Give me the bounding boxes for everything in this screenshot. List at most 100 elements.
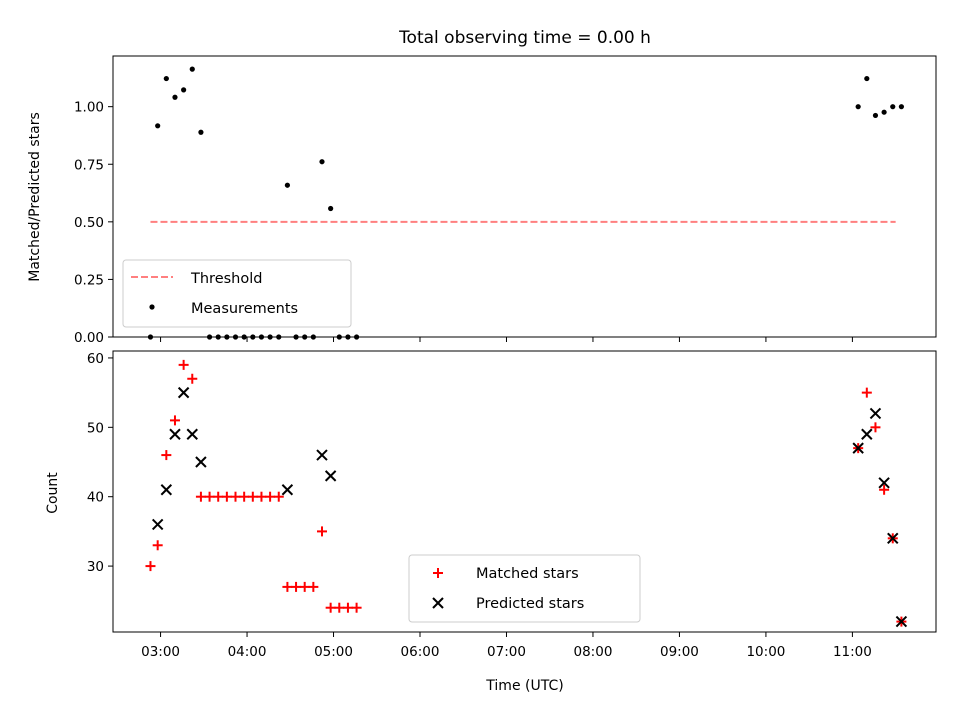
predicted-star-point-b: [861, 428, 873, 440]
measurement-point: [328, 205, 334, 212]
matched-star-point: [221, 491, 232, 502]
matched-star-point: [316, 526, 327, 537]
measurement-point: [181, 87, 187, 93]
x-ticks: 03:00 04:00 05:00 06:00 07:00 08:00 09:00 10:00…: [141, 632, 872, 660]
ratio-x-tick-marks: [160, 337, 853, 342]
matched-star-point: [342, 602, 353, 613]
matched-star-point: [861, 387, 872, 398]
matched-star-point: [325, 602, 336, 613]
matched-star-point: [230, 491, 241, 502]
predicted-legend-marker: [432, 597, 444, 609]
x-tick-label: 10:00: [746, 644, 785, 660]
predicted-legend-swatch: [432, 597, 444, 609]
matched-star-point: [273, 491, 284, 502]
measurement-point: [163, 75, 169, 82]
ratio-axes-frame: [112, 55, 937, 338]
predicted-star-point-b: [852, 442, 864, 454]
matched-star-point: [195, 491, 206, 502]
count-y-tick-label: 30: [87, 559, 104, 575]
count-y-ticks: 30 40 50 60: [87, 351, 113, 575]
predicted-star-point-b: [878, 477, 890, 489]
matched-legend-marker: [433, 568, 443, 578]
count-panel: Count Time (UTC) 30 40 50 60 03:00 04:00 05:0…: [45, 350, 937, 694]
predicted-star-point: [151, 518, 164, 531]
count-plot-area: [145, 359, 908, 628]
predicted-star-point-b: [195, 456, 207, 468]
count-legend: Matched stars Predicted stars: [408, 554, 641, 623]
matched-star-point: [870, 422, 881, 433]
predicted-star-point: [186, 428, 198, 440]
x-tick-label: 03:00: [141, 644, 180, 660]
matched-star-point: [178, 359, 189, 370]
chart-title: Total observing time = 0.00 h: [398, 28, 651, 48]
predicted-star-point: [177, 386, 190, 399]
x-tick-label: 06:00: [401, 644, 440, 660]
x-tick-label: 05:00: [314, 644, 353, 660]
matched-star-point: [247, 491, 258, 502]
ratio-y-ticks: 0.00 0.25 0.50 0.75 1.00: [74, 100, 113, 346]
predicted-legend-marker-b: [432, 597, 444, 609]
matched-legend-label: Matched stars: [476, 566, 579, 582]
predicted-star-point-b: [169, 428, 181, 440]
matched-star-point: [256, 491, 267, 502]
count-y-tick-label: 40: [87, 490, 104, 506]
predicted-star-point: [869, 407, 882, 420]
measurement-point: [172, 94, 178, 100]
matched-legend-swatch: [433, 568, 443, 578]
predicted-star-point: [316, 449, 328, 461]
predicted-star-point: [878, 477, 890, 489]
predicted-star-point-b: [160, 484, 173, 496]
matched-star-point: [282, 581, 293, 592]
predicted-star-point-b: [869, 407, 882, 420]
measurement-point: [155, 123, 161, 129]
measurement-point: [189, 66, 195, 72]
ratio-panel: Total observing time = 0.00 h Matched/Pr…: [27, 28, 937, 346]
matched-star-point: [213, 491, 224, 502]
matched-star-point: [204, 491, 215, 502]
matched-star-point: [291, 581, 302, 592]
matched-star-point: [879, 484, 890, 495]
matched-star-point: [351, 602, 362, 613]
matched-star-point: [334, 602, 345, 613]
matched-star-point: [308, 581, 319, 592]
predicted-star-point-b: [887, 532, 899, 545]
ratio-y-tick-label: 1.00: [74, 100, 104, 116]
matched-star-point: [239, 491, 250, 502]
measurements-legend-label: Measurements: [191, 301, 298, 317]
ratio-legend: Threshold Measurements: [122, 259, 352, 328]
ratio-y-tick-label: 0.25: [74, 272, 104, 288]
predicted-star-point: [861, 428, 873, 440]
predicted-star-point: [895, 615, 908, 628]
ratio-y-axis-label: Matched/Predicted stars: [27, 112, 43, 282]
matched-star-point: [169, 415, 180, 426]
measurement-point: [890, 104, 896, 110]
matched-star-point: [187, 373, 198, 384]
predicted-star-point-b: [324, 470, 337, 482]
measurement-point: [284, 182, 291, 188]
predicted-star-point: [169, 428, 181, 440]
ratio-y-tick-label: 0.00: [74, 330, 104, 346]
count-y-tick-label: 50: [87, 420, 104, 436]
predicted-star-point-b: [186, 428, 198, 440]
count-y-tick-label: 60: [87, 351, 104, 367]
measurement-point: [881, 109, 887, 115]
count-y-axis-label: Count: [45, 472, 61, 514]
measurement-point: [872, 112, 879, 119]
predicted-star-point-b: [895, 615, 908, 628]
x-tick-label: 09:00: [660, 644, 699, 660]
predicted-star-point: [195, 456, 207, 468]
measurements-legend-swatch: [149, 304, 155, 310]
predicted-star-point: [160, 484, 173, 496]
predicted-star-point-b: [316, 449, 328, 461]
predicted-star-point: [324, 470, 337, 482]
predicted-star-point-b: [177, 386, 190, 399]
matched-star-point: [145, 561, 156, 572]
matched-star-point: [152, 540, 163, 551]
x-tick-label: 08:00: [574, 644, 613, 660]
measurement-point: [855, 104, 861, 110]
predicted-star-point: [852, 442, 864, 454]
ratio-y-tick-label: 0.50: [74, 215, 104, 231]
count-axes-frame: [112, 350, 937, 633]
ratio-y-tick-label: 0.75: [74, 157, 104, 173]
